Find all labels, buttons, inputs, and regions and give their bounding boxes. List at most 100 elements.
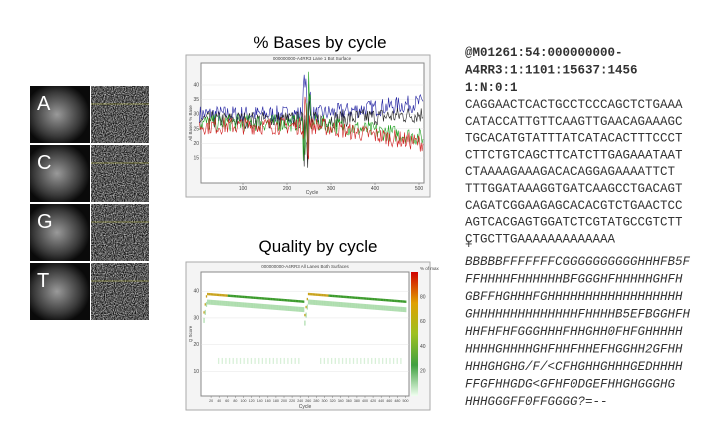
fastq-sequence: CAGGAACTCACTGCCTCCCAGCTCTGAAA: [465, 98, 683, 112]
heat-cell: [269, 304, 271, 310]
heat-cell: [216, 293, 219, 297]
y-tick-label: 30: [193, 315, 199, 321]
heat-cell: [264, 297, 266, 300]
heat-cell: [369, 297, 372, 301]
x-tick-label: 480: [394, 399, 400, 403]
y-tick-label: 35: [193, 97, 199, 103]
x-tick-label: 440: [378, 399, 384, 403]
heat-cell: [317, 300, 319, 306]
heat-cell: [300, 300, 302, 303]
heat-cell: [213, 293, 215, 296]
fastq-quality: GHHHHHHHHHHHHHHFHHHHB5EFBGGHFH: [465, 308, 691, 322]
y-tick-label: 40: [193, 83, 199, 89]
heat-cell: [244, 295, 247, 299]
heat-cell: [237, 301, 239, 307]
heat-cell: [270, 304, 272, 310]
heat-cell: [261, 357, 264, 364]
heat-cell: [279, 298, 282, 302]
heat-cell: [233, 301, 236, 307]
heat-cell: [316, 300, 318, 306]
heat-cell: [329, 301, 332, 307]
heat-cell: [388, 305, 390, 311]
heat-cell: [347, 302, 350, 308]
heat-cell: [361, 297, 363, 300]
heat-cell: [250, 296, 253, 299]
heat-cell: [253, 296, 255, 299]
heat-cell: [357, 303, 360, 309]
heat-cell: [372, 297, 374, 301]
heat-cell: [377, 304, 379, 310]
heat-cell: [281, 305, 283, 311]
fastq-sequence: CATACCATTGTTCAAGTTGAACAGAAAGC: [465, 115, 683, 129]
heat-cell: [248, 302, 250, 308]
heat-cell: [303, 307, 305, 313]
heat-cell: [358, 303, 361, 309]
heat-cell: [230, 301, 232, 307]
heat-cell: [236, 295, 238, 298]
heat-cell: [379, 298, 381, 301]
heat-cell: [227, 294, 230, 297]
heat-cell: [307, 292, 310, 296]
x-tick-label: 220: [289, 399, 295, 403]
fastq-sequence: CTAAAAGAAAGACACAGGAGAAAATTCT: [465, 165, 676, 179]
heat-cell: [374, 357, 377, 364]
heat-cell: [225, 300, 227, 306]
heat-cell: [276, 298, 278, 301]
heat-cell: [405, 300, 407, 303]
heat-cell: [249, 296, 251, 299]
heat-cell: [228, 294, 231, 297]
heat-cell: [294, 357, 296, 364]
heat-cell: [384, 298, 386, 302]
quality-title: Quality by cycle: [258, 237, 377, 256]
heat-cell: [341, 357, 344, 364]
heat-cell: [230, 294, 232, 298]
x-tick-label: 500: [415, 186, 424, 192]
heat-cell: [203, 311, 205, 314]
heat-cell: [281, 298, 283, 302]
heat-cell: [239, 357, 242, 364]
heat-cell: [384, 305, 386, 311]
heat-cell: [215, 293, 217, 296]
x-tick-label: 340: [338, 399, 344, 403]
heat-cell: [349, 296, 351, 299]
x-tick-label: 200: [283, 186, 292, 192]
heat-cell: [396, 299, 398, 303]
heat-cell: [335, 295, 338, 298]
fastq-quality: BBBBBFFFFFFFCGGGGGGGGGGHHHFB5F: [465, 255, 691, 269]
heat-cell: [293, 299, 295, 303]
heat-cell: [363, 357, 366, 364]
heat-cell: [205, 295, 208, 298]
heat-cell: [209, 299, 211, 305]
y-tick-label: 15: [193, 156, 199, 162]
heat-cell: [350, 296, 352, 299]
heat-cell: [312, 293, 315, 296]
heat-cell: [306, 297, 308, 301]
heat-cell: [290, 357, 293, 364]
tile-cluster: [30, 204, 90, 261]
heat-cell: [261, 303, 264, 309]
heat-cell: [265, 297, 267, 300]
heat-cell: [232, 294, 234, 298]
heat-cell: [321, 300, 323, 306]
heat-cell: [237, 295, 239, 298]
heat-cell: [379, 305, 381, 311]
heat-cell: [365, 304, 367, 310]
heat-cell: [399, 306, 401, 312]
heat-cell: [354, 303, 356, 309]
heat-cell: [252, 303, 254, 309]
colorbar: [411, 272, 418, 396]
heat-cell: [368, 297, 370, 301]
heat-cell: [385, 357, 387, 364]
heat-cell: [322, 293, 324, 297]
heat-cell: [219, 293, 221, 297]
heat-cell: [324, 294, 327, 297]
x-tick-label: 240: [297, 399, 303, 403]
heat-cell: [241, 302, 243, 308]
bases-inner-title: 000000000-A4RR3 Lane 1 Bot Surface: [273, 56, 352, 61]
heat-cell: [372, 304, 374, 310]
heat-cell: [282, 298, 284, 302]
heat-cell: [312, 299, 315, 305]
fastq-quality: GBFFHGHHHFGHHHHHHHHHHHHHHHHHH: [465, 290, 683, 304]
x-tick-label: 100: [241, 399, 247, 403]
